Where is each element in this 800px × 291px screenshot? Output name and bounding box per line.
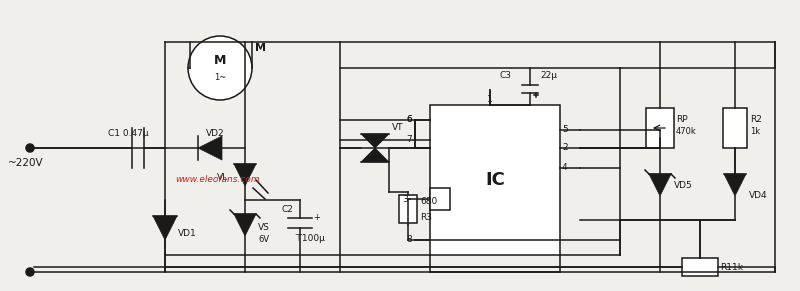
Text: 22μ: 22μ (540, 70, 557, 79)
Circle shape (26, 268, 34, 276)
Polygon shape (724, 174, 746, 196)
Text: +: + (313, 214, 320, 223)
Text: VS: VS (258, 223, 270, 232)
Text: R3: R3 (420, 214, 432, 223)
Text: IC: IC (485, 171, 505, 189)
Text: M: M (214, 54, 226, 67)
Text: VD1: VD1 (178, 228, 197, 237)
Text: VD2: VD2 (206, 129, 225, 138)
Bar (682, 258, 718, 276)
Text: 5: 5 (562, 125, 568, 134)
Text: 6V: 6V (258, 235, 269, 244)
Bar (399, 195, 417, 223)
Text: 1~: 1~ (214, 74, 226, 83)
Text: 6: 6 (406, 116, 412, 125)
Polygon shape (198, 136, 222, 160)
Bar (430, 105, 560, 255)
Circle shape (188, 36, 252, 100)
Polygon shape (361, 134, 389, 148)
Text: 4: 4 (562, 164, 568, 173)
Text: 680: 680 (420, 198, 438, 207)
Text: 2: 2 (562, 143, 568, 152)
Text: R2: R2 (750, 116, 762, 125)
Text: RP: RP (676, 116, 688, 125)
Circle shape (26, 144, 34, 152)
Text: 1: 1 (487, 95, 493, 104)
Bar (430, 188, 450, 210)
Text: 1k: 1k (750, 127, 760, 136)
Text: 3: 3 (402, 194, 408, 203)
Polygon shape (153, 216, 177, 240)
Text: 7: 7 (406, 136, 412, 145)
Text: M: M (255, 43, 266, 53)
Text: ~220V: ~220V (8, 158, 44, 168)
Polygon shape (234, 164, 256, 186)
Text: 8: 8 (406, 235, 412, 244)
Polygon shape (361, 148, 389, 162)
Text: 470k: 470k (676, 127, 697, 136)
Polygon shape (234, 214, 256, 236)
Text: www.eleofans.com: www.eleofans.com (175, 175, 260, 184)
Text: C3: C3 (500, 70, 512, 79)
Bar (723, 108, 747, 148)
Bar (646, 108, 674, 148)
Text: VD5: VD5 (674, 180, 693, 189)
Text: VT: VT (392, 123, 403, 132)
Polygon shape (649, 174, 671, 196)
Text: C2: C2 (282, 205, 294, 214)
Text: C1 0.47μ: C1 0.47μ (108, 129, 149, 138)
Text: ⊤100μ: ⊤100μ (294, 234, 325, 243)
Text: 6: 6 (406, 116, 412, 125)
Text: VD4: VD4 (749, 191, 768, 200)
Text: R11k: R11k (720, 262, 743, 272)
Text: VL: VL (217, 173, 228, 182)
